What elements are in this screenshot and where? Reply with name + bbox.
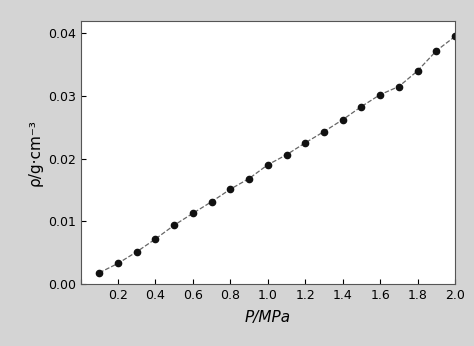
Y-axis label: ρ/g·cm⁻³: ρ/g·cm⁻³: [27, 119, 42, 186]
X-axis label: P/MPa: P/MPa: [245, 310, 291, 325]
